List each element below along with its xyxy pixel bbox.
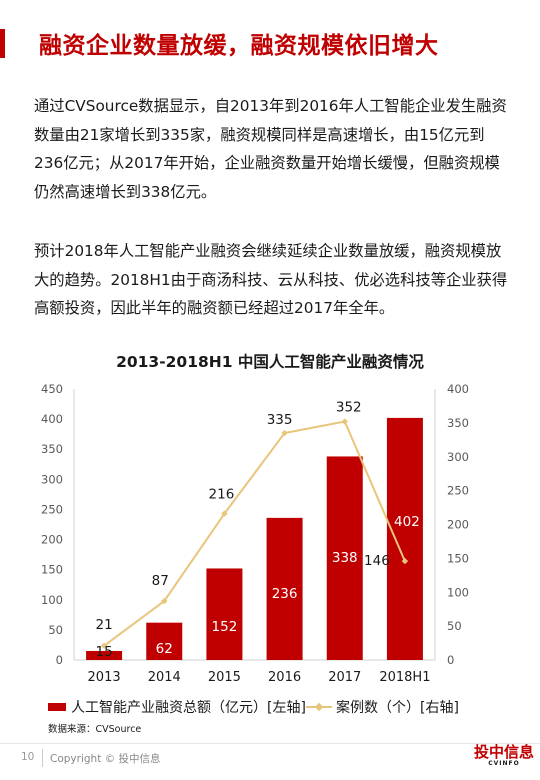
right-axis-tick-label: 250 bbox=[447, 484, 469, 498]
line-data-label: 352 bbox=[336, 400, 362, 416]
right-axis-tick-label: 350 bbox=[447, 416, 469, 430]
right-axis-tick-label: 300 bbox=[447, 450, 469, 464]
legend-label-cases: 案例数（个）[右轴] bbox=[336, 700, 459, 716]
legend-label-funding: 人工智能产业融资总额（亿元）[左轴] bbox=[71, 700, 306, 716]
line-data-label: 335 bbox=[267, 412, 293, 428]
right-axis-tick-label: 100 bbox=[447, 585, 469, 599]
left-axis-tick-label: 400 bbox=[41, 412, 63, 426]
footer-divider-line bbox=[0, 743, 540, 744]
right-axis-tick-label: 0 bbox=[447, 653, 454, 667]
financing-chart: 0 50 100 150 200 250 300 350 400 450 0 50 100 150 200 2… bbox=[41, 382, 469, 685]
chart-title: 2013-2018H1 中国人工智能产业融资情况 bbox=[116, 353, 424, 371]
x-axis-tick-label: 2018H1 bbox=[379, 670, 430, 685]
x-axis-tick-label: 2013 bbox=[88, 670, 121, 685]
body-paragraph-1: 通过CVSource数据显示，自2013年到2016年人工智能企业发生融资数量由… bbox=[34, 97, 507, 201]
x-axis-tick-label: 2014 bbox=[148, 670, 181, 685]
left-axis-tick-label: 250 bbox=[41, 502, 63, 516]
bar-2013 bbox=[86, 650, 123, 660]
copyright-text: Copyright © 投中信息 bbox=[50, 753, 161, 765]
cases-line bbox=[103, 420, 406, 647]
x-axis-tick-label: 2016 bbox=[268, 670, 301, 685]
brand-logo-main: 投中信息 bbox=[473, 743, 534, 761]
right-axis-tick-label: 150 bbox=[447, 551, 469, 565]
bar-2016 bbox=[266, 517, 303, 660]
line-data-label: 87 bbox=[152, 573, 169, 589]
line-data-label: 146 bbox=[364, 553, 390, 569]
right-axis-tick-label: 400 bbox=[447, 382, 469, 396]
page-title: 融资企业数量放缓，融资规模依旧增大 bbox=[39, 33, 439, 59]
bar-data-label: 236 bbox=[272, 586, 298, 602]
chart-legend: 人工智能产业融资总额（亿元）[左轴] 案例数（个）[右轴] bbox=[48, 697, 528, 719]
title-accent-bar bbox=[0, 29, 5, 58]
left-axis-tick-label: 50 bbox=[48, 623, 63, 637]
cases-marker-2014 bbox=[161, 597, 168, 605]
footer-divider bbox=[42, 749, 43, 767]
bar-2017 bbox=[326, 456, 363, 660]
bar-2015 bbox=[206, 568, 243, 660]
data-source-note: 数据来源：CVSource bbox=[48, 724, 142, 735]
bar-2014 bbox=[146, 622, 183, 660]
bar-data-label: 62 bbox=[156, 641, 173, 657]
legend-item-cases: 案例数（个）[右轴] bbox=[306, 697, 459, 717]
left-axis-tick-label: 300 bbox=[41, 472, 63, 486]
bar-data-label: 15 bbox=[95, 644, 112, 660]
left-axis-tick-label: 200 bbox=[41, 533, 63, 547]
bar-data-label: 402 bbox=[394, 514, 420, 530]
body-paragraph-2: 预计2018年人工智能产业融资会继续延续企业数量放缓，融资规模放大的趋势。201… bbox=[34, 242, 508, 317]
bar-data-label: 152 bbox=[212, 619, 238, 635]
right-axis-tick-label: 50 bbox=[447, 619, 462, 633]
line-data-label: 216 bbox=[209, 487, 235, 503]
right-axis-tick-label: 200 bbox=[447, 518, 469, 532]
brand-logo-sub: CVINFO bbox=[488, 760, 520, 767]
bar-2018H1 bbox=[386, 417, 423, 660]
left-axis-tick-label: 450 bbox=[41, 382, 63, 396]
legend-item-funding: 人工智能产业融资总额（亿元）[左轴] bbox=[48, 697, 306, 717]
cases-marker-2016 bbox=[281, 429, 288, 437]
left-axis-tick-label: 0 bbox=[56, 653, 63, 667]
legend-swatch-bar bbox=[48, 703, 66, 711]
legend-swatch-line bbox=[306, 702, 332, 712]
left-axis-tick-label: 350 bbox=[41, 442, 63, 456]
cases-marker-2017 bbox=[341, 418, 348, 425]
left-axis-tick-label: 150 bbox=[41, 563, 63, 577]
page-number: 10 bbox=[21, 751, 35, 763]
brand-logo: 投中信息 CVINFO bbox=[474, 744, 534, 768]
x-axis-tick-label: 2017 bbox=[328, 670, 361, 685]
x-axis-tick-label: 2015 bbox=[208, 670, 241, 685]
left-axis-tick-label: 100 bbox=[41, 593, 63, 607]
line-data-label: 21 bbox=[95, 617, 112, 633]
bar-data-label: 338 bbox=[332, 550, 358, 566]
